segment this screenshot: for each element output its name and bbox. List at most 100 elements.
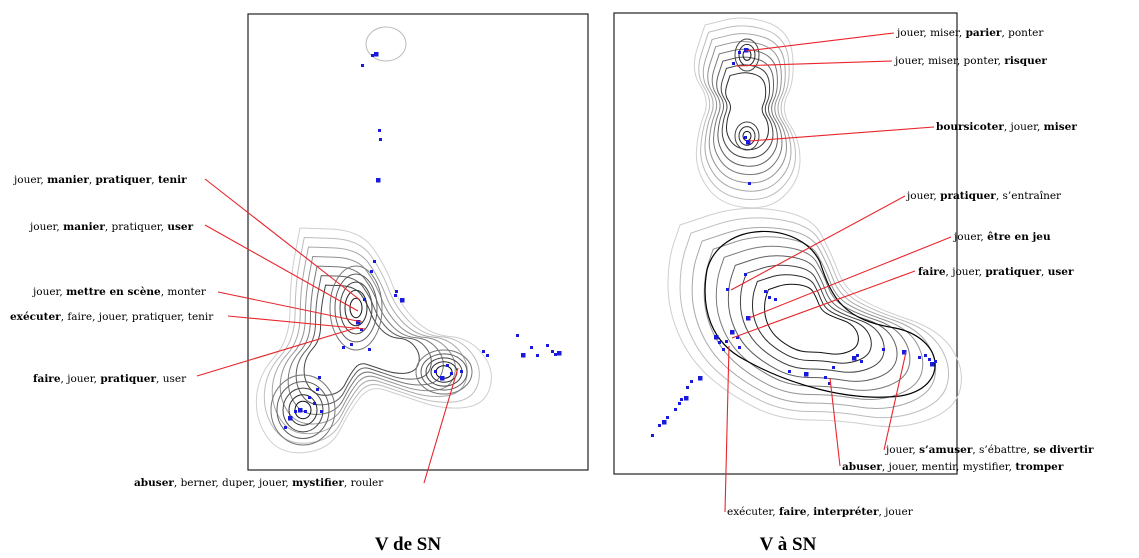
right-label-4-segment: pratiquer: [940, 190, 996, 202]
data-point: [744, 273, 747, 276]
leader-line: [204, 224, 359, 312]
data-point: [360, 328, 363, 331]
leader-line: [748, 236, 952, 319]
left-label-2-segment: manier: [63, 221, 105, 233]
data-point: [288, 416, 293, 421]
right-label-7: jouer, s’amuser, s’ébattre, se divertir: [884, 444, 1094, 456]
data-point: [744, 48, 749, 53]
data-point: [440, 376, 445, 381]
left-label-5: faire, jouer, pratiquer, user: [33, 373, 187, 385]
data-point: [350, 343, 353, 346]
data-point: [284, 426, 287, 429]
data-point: [662, 420, 667, 425]
right-inner-contour: [704, 230, 936, 398]
right-top-contour: [720, 64, 774, 159]
left-caption: V de SN: [375, 534, 441, 555]
left-label-1-segment: tenir: [158, 174, 187, 186]
data-point: [318, 376, 321, 379]
right-label-4-segment: , s’entraîner: [996, 190, 1062, 202]
right-label-8-segment: tromper: [1015, 461, 1064, 473]
data-point: [546, 344, 549, 347]
data-point: [698, 376, 703, 381]
left-outer-contour: [295, 275, 432, 406]
left-label-2-segment: user: [167, 221, 193, 233]
right-label-7-segment: s’amuser: [919, 444, 973, 456]
data-point: [450, 372, 453, 375]
left-label-5-segment: faire: [33, 373, 61, 385]
right-label-2: jouer, miser, ponter, risquer: [893, 55, 1047, 67]
left-label-1-segment: manier: [47, 174, 89, 186]
left-label-1-segment: pratiquer: [96, 174, 152, 186]
leader-line: [745, 32, 895, 52]
right-label-6-segment: , jouer,: [946, 266, 986, 278]
right-cluster-mid-contour: [738, 126, 756, 146]
right-label-1: jouer, miser, parier, ponter: [895, 27, 1044, 39]
right-label-2-segment: risquer: [1004, 55, 1047, 67]
right-cluster-top-contour: [734, 38, 760, 72]
data-point: [714, 335, 719, 340]
data-point: [521, 353, 526, 358]
left-label-2: jouer, manier, pratiquer, user: [28, 221, 194, 233]
data-point: [860, 360, 863, 363]
right-label-4: jouer, pratiquer, s’entraîner: [905, 190, 1062, 202]
right-main-contour: [764, 283, 859, 355]
left-label-3-segment: , monter: [161, 286, 207, 298]
data-point: [674, 408, 677, 411]
right-label-2-segment: jouer, miser, ponter,: [893, 55, 1004, 67]
data-point: [718, 341, 721, 344]
data-point: [828, 382, 831, 385]
right-top-contour: [698, 25, 796, 201]
left-label-6-segment: mystifier: [292, 477, 344, 489]
data-point: [320, 410, 323, 413]
right-density-contours: [667, 17, 962, 428]
right-top-contour: [725, 72, 769, 151]
right-label-1-segment: parier: [966, 27, 1002, 39]
data-point: [928, 358, 931, 361]
left-outer-contour: [255, 227, 492, 454]
right-top-contour: [693, 17, 801, 209]
right-data-points: [651, 48, 937, 437]
data-point: [930, 362, 935, 367]
data-point: [736, 336, 739, 339]
right-label-3-segment: miser: [1044, 121, 1078, 133]
right-label-8: abuser, jouer, mentir, mystifier, trompe…: [842, 461, 1064, 473]
data-point: [832, 366, 835, 369]
right-main-contour: [715, 245, 911, 391]
right-label-9: exécuter, faire, interpréter, jouer: [727, 506, 914, 518]
data-point: [651, 434, 654, 437]
left-cluster-a-contour: [349, 297, 363, 319]
left-data-points: [284, 52, 562, 429]
left-label-2-segment: , pratiquer,: [105, 221, 168, 233]
data-point: [551, 350, 554, 353]
right-label-9-segment: , jouer: [879, 506, 914, 518]
data-point: [530, 346, 533, 349]
leader-line: [730, 195, 906, 291]
left-label-5-segment: , user: [156, 373, 187, 385]
data-point: [298, 408, 303, 413]
data-point: [748, 182, 751, 185]
data-point: [460, 370, 463, 373]
right-main-contour: [667, 207, 962, 428]
left-cluster-b-contour: [270, 374, 336, 446]
data-point: [368, 348, 371, 351]
right-label-4-segment: jouer,: [905, 190, 940, 202]
left-label-5-segment: pratiquer: [100, 373, 156, 385]
left-cluster-a-contour: [334, 273, 378, 343]
left-cluster-b-contour: [288, 394, 318, 426]
right-label-9-segment: exécuter,: [727, 506, 779, 518]
left-label-6-segment: abuser: [134, 477, 174, 489]
panel-v-a-sn: jouer, miser, parier, ponter jouer, mise…: [613, 12, 1094, 555]
right-label-1-segment: jouer, miser,: [895, 27, 966, 39]
left-outer-contour: [287, 265, 444, 415]
right-main-contour: [703, 236, 924, 400]
data-point: [882, 348, 885, 351]
left-cluster-a-contour: [329, 265, 383, 351]
data-point: [342, 346, 345, 349]
data-point: [725, 340, 728, 343]
left-label-4-segment: exécuter: [10, 311, 61, 323]
left-top-contour: [365, 26, 407, 62]
data-point: [856, 354, 859, 357]
right-top-contour: [716, 56, 778, 167]
right-main-contour: [739, 264, 885, 373]
